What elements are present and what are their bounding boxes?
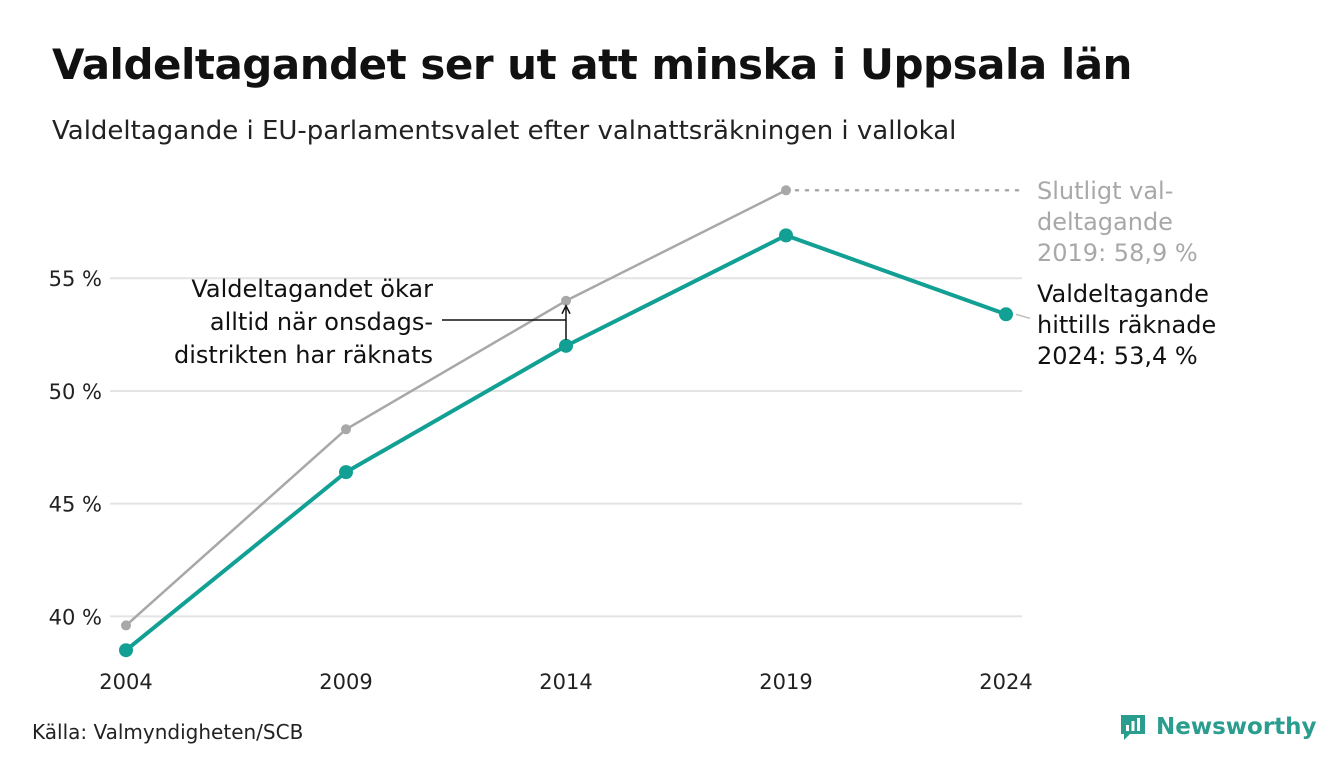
source-note: Källa: Valmyndigheten/SCB <box>32 720 304 744</box>
y-tick-label: 45 % <box>49 493 102 517</box>
series-line-final <box>124 189 788 627</box>
data-point-counted <box>339 465 353 480</box>
data-point-counted <box>119 643 133 658</box>
x-tick-label: 2009 <box>319 670 372 694</box>
series <box>119 185 1013 658</box>
x-tick-label: 2014 <box>539 670 592 694</box>
note-label: Valdeltagandet ökar alltid när onsdags-di… <box>174 275 433 369</box>
data-point-final <box>781 185 791 196</box>
x-tick-label: 2024 <box>979 670 1032 694</box>
y-tick-label: 55 % <box>49 267 102 291</box>
counted-label-line: Valdeltagande <box>1037 280 1209 308</box>
data-point-counted <box>559 338 573 353</box>
y-axis-ticks: 40 % 45 % 50 % 55 % <box>49 267 102 629</box>
note-label-line: alltid när onsdags- <box>210 308 433 336</box>
counted-label: Valdeltagande hittills räknade 2024: 53,4 … <box>1037 280 1216 370</box>
annotations: Slutligt val-deltagande 2019: 58,9 % Valde… <box>174 177 1216 370</box>
gridlines <box>110 277 1022 618</box>
final-label-line: deltagande <box>1037 208 1173 236</box>
y-tick-label: 40 % <box>49 605 102 629</box>
final-label-line: 2019: 58,9 % <box>1037 239 1198 267</box>
counted-label-line: 2024: 53,4 % <box>1037 342 1198 370</box>
brand-name: Newsworthy <box>1156 714 1317 740</box>
final-label-line: Slutligt val- <box>1037 177 1173 205</box>
note-arrow-head <box>561 304 571 315</box>
data-point-final <box>121 620 131 631</box>
data-point-final <box>341 424 351 435</box>
x-tick-label: 2004 <box>99 670 152 694</box>
note-label-line: distrikten har räknats <box>174 341 433 369</box>
x-axis-ticks: 2004 2009 2014 2019 2024 <box>99 670 1032 694</box>
data-point-counted <box>999 307 1013 322</box>
brand-logo[interactable]: Newsworthy <box>1118 712 1317 742</box>
x-tick-label: 2019 <box>759 670 812 694</box>
note-label-line: Valdeltagandet ökar <box>191 275 433 303</box>
counted-label-line: hittills räknade <box>1037 311 1216 339</box>
chart-title: Valdeltagandet ser ut att minska i Uppsa… <box>52 40 1132 89</box>
counted-label-connector <box>1015 313 1031 320</box>
data-point-final <box>561 295 571 306</box>
y-tick-label: 50 % <box>49 380 102 404</box>
chart-subtitle: Valdeltagande i EU-parlamentsvalet efter… <box>52 116 957 146</box>
data-point-counted <box>779 228 793 243</box>
newsworthy-icon <box>1121 715 1145 740</box>
final-label: Slutligt val-deltagande 2019: 58,9 % <box>1037 177 1198 267</box>
